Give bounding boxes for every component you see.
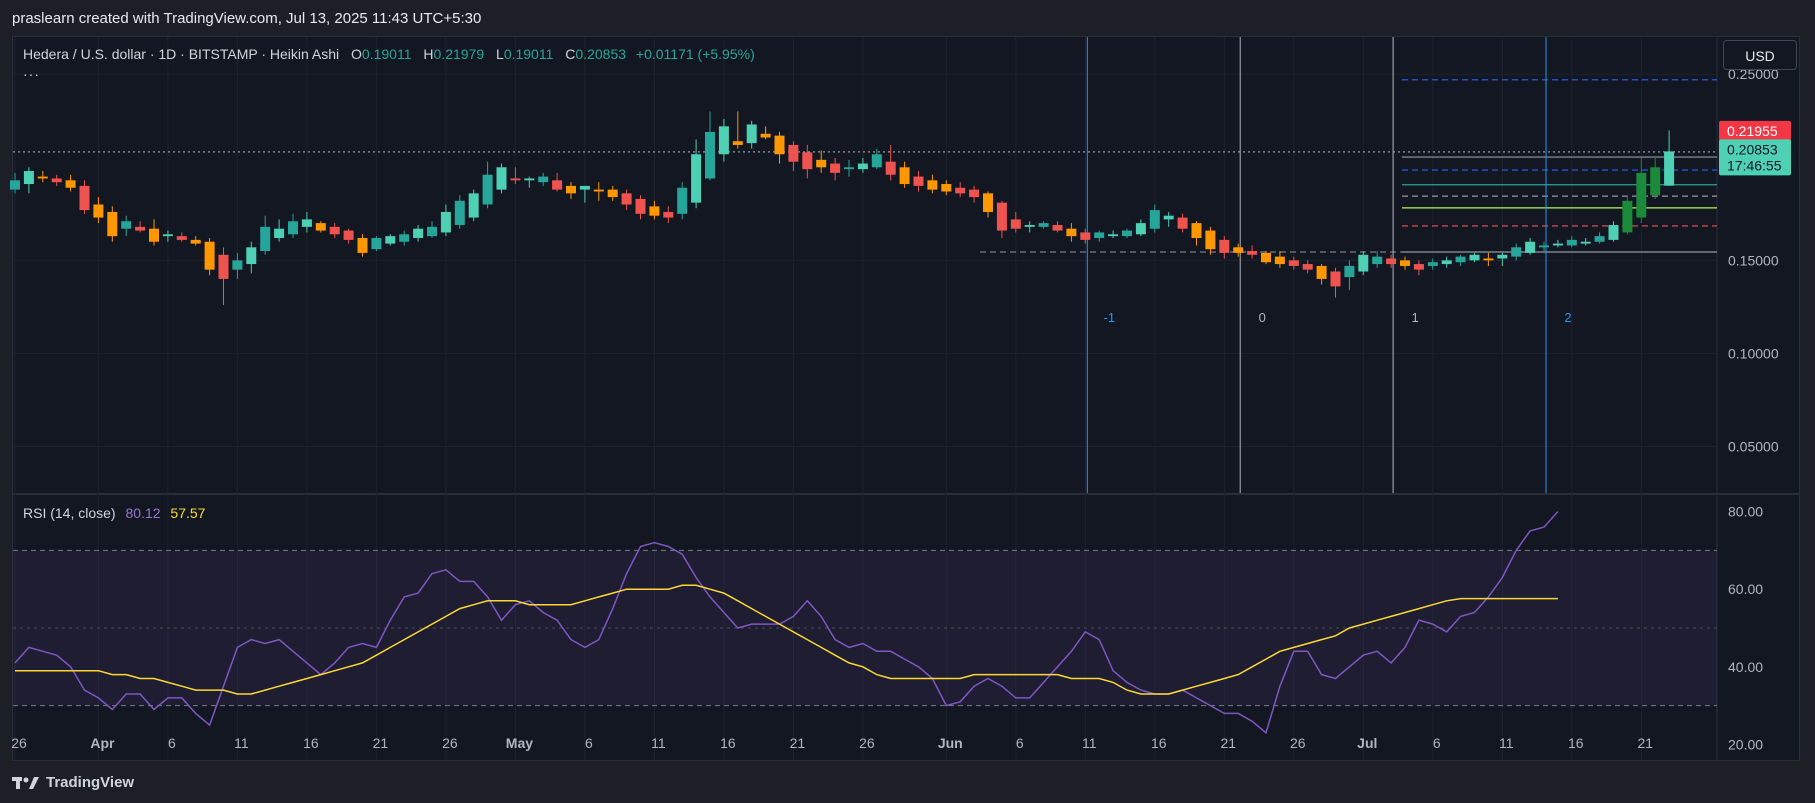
legend-more-button[interactable]: ··· (23, 66, 40, 82)
open-label: O (351, 46, 362, 62)
symbol-legend[interactable]: Hedera / U.S. dollar · 1D · BITSTAMP · H… (23, 46, 755, 62)
chart-container[interactable] (12, 36, 1800, 761)
change-value: +0.01171 (+5.95%) (635, 46, 755, 62)
rsi-ma-value: 57.57 (170, 505, 206, 521)
close-label: C (565, 46, 576, 62)
low-value: 0.19011 (503, 46, 554, 62)
currency-button[interactable]: USD (1723, 40, 1797, 70)
open-value: 0.19011 (361, 46, 412, 62)
tradingview-brand: TradingView (46, 774, 135, 791)
low-label: L (496, 46, 504, 62)
close-value: 0.20853 (575, 46, 627, 62)
rsi-legend[interactable]: RSI (14, close) 80.12 57.57 (23, 505, 205, 521)
footer (0, 764, 1815, 803)
snapshot-header: praslearn created with TradingView.com, … (0, 0, 1815, 38)
tradingview-logo-icon (12, 776, 39, 789)
symbol-title[interactable]: Hedera / U.S. dollar · 1D · BITSTAMP · H… (23, 46, 340, 62)
tradingview-logo[interactable]: TradingView (12, 774, 134, 791)
high-label: H (423, 46, 434, 62)
rsi-title[interactable]: RSI (14, close) (23, 505, 116, 521)
high-value: 0.21979 (433, 46, 485, 62)
rsi-value: 80.12 (125, 505, 161, 521)
